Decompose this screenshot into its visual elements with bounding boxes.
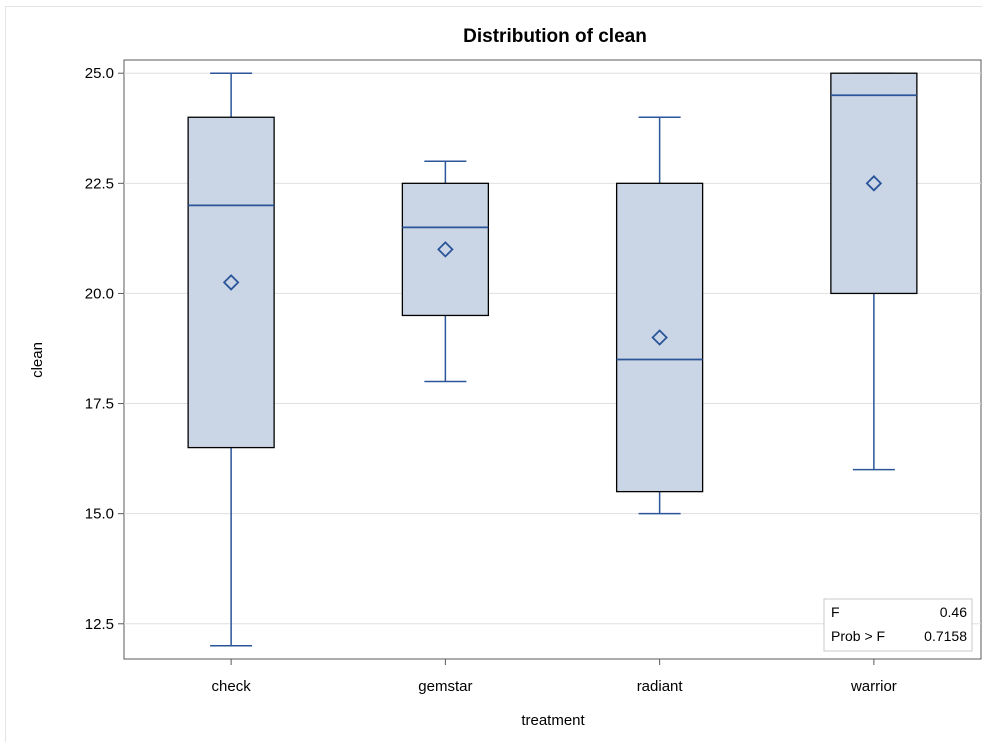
chart-frame (5, 6, 982, 742)
iqr-box (187, 116, 275, 449)
stats-inset-box (823, 598, 973, 652)
y-tick-label: 12.5 (85, 616, 114, 633)
stat-f-value: 0.46 (940, 604, 967, 620)
y-axis-label: clean (29, 342, 46, 378)
stats-inset: F 0.46 Prob > F 0.7158 (823, 598, 973, 652)
y-tick-label: 17.5 (85, 396, 114, 413)
boxes (187, 72, 918, 647)
y-tick-label: 22.5 (85, 175, 114, 192)
x-tick-label-gemstar: gemstar (418, 678, 472, 695)
iqr-box (830, 72, 918, 295)
mean-marker (437, 241, 454, 258)
x-tick-label-warrior: warrior (850, 678, 897, 695)
x-tick-label-radiant: radiant (637, 678, 684, 695)
stat-prob-label: Prob > F (831, 628, 885, 644)
mean-marker (865, 175, 883, 192)
y-tick-label: 15.0 (85, 506, 114, 523)
box-radiant (615, 116, 704, 515)
box-gemstar (401, 160, 490, 383)
x-axis-label: treatment (521, 712, 585, 729)
x-axis: check gemstar radiant warrior (212, 659, 897, 695)
iqr-box (615, 182, 704, 493)
stat-prob-value: 0.7158 (924, 628, 967, 644)
x-tick-label-check: check (212, 678, 252, 695)
chart-title: Distribution of clean (463, 26, 647, 47)
mean-marker (222, 274, 240, 291)
y-tick-label: 20.0 (85, 285, 114, 302)
mean-marker (651, 329, 668, 346)
box-check (187, 72, 275, 647)
iqr-box (401, 182, 490, 317)
box-warrior (830, 72, 918, 471)
y-axis: 12.5 15.0 17.5 20.0 22.5 25.0 (85, 65, 124, 633)
stat-f-label: F (831, 604, 840, 620)
y-tick-label: 25.0 (85, 65, 114, 82)
